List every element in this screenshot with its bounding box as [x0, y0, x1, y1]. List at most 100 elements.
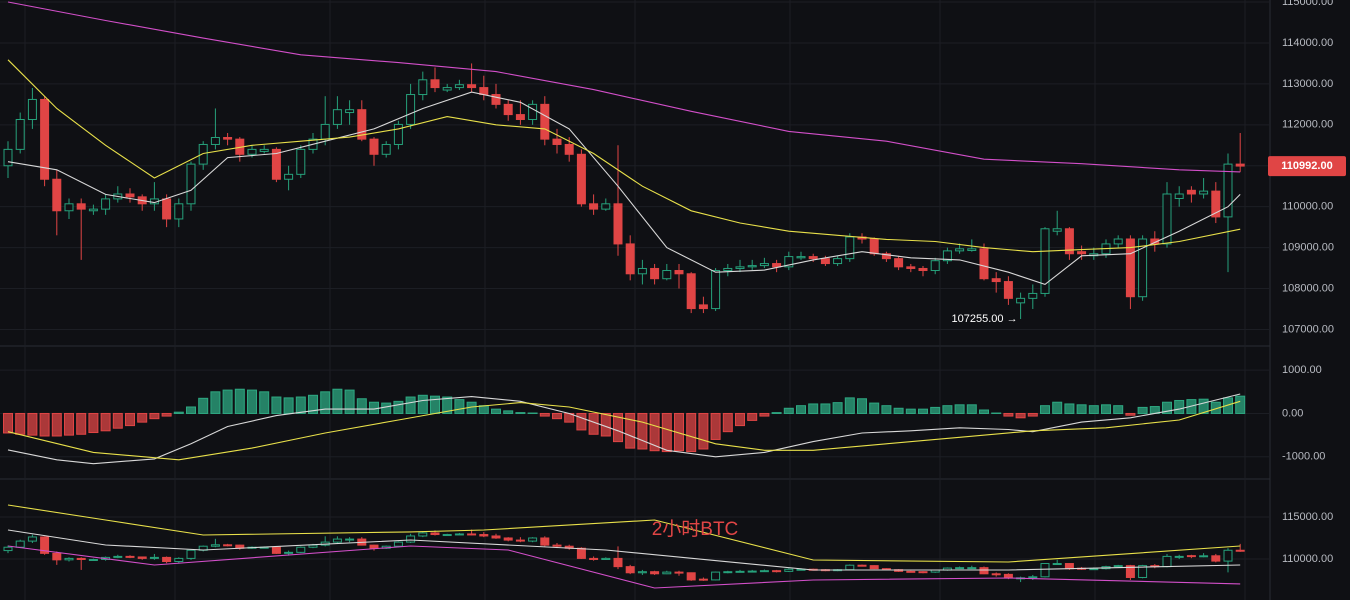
candle-body — [186, 163, 196, 205]
histogram-bar — [930, 406, 941, 414]
histogram-bar — [1064, 403, 1075, 414]
candle-body — [613, 557, 623, 568]
candle-body — [393, 123, 403, 145]
candle-body — [76, 557, 86, 560]
candle-body — [528, 537, 538, 542]
candle-body — [442, 87, 452, 91]
candle-body — [918, 571, 928, 574]
y-tick-label: 109000.00 — [1282, 242, 1334, 254]
histogram-bar — [503, 410, 514, 414]
low-annotation: 107255.00 → — [952, 313, 1018, 325]
candle-body — [552, 138, 562, 145]
histogram-bar — [259, 391, 270, 414]
candle-body — [735, 266, 745, 269]
candle-body — [345, 538, 355, 541]
candle-body — [186, 549, 196, 559]
candle-body — [381, 143, 391, 155]
candle-body — [625, 566, 635, 574]
histogram-bar — [869, 402, 880, 414]
candle-body — [1052, 228, 1062, 232]
histogram-bar — [661, 412, 672, 453]
candle-body — [955, 248, 965, 252]
histogram-bar — [15, 412, 26, 435]
histogram-bar — [51, 412, 62, 437]
candle-body — [247, 148, 257, 155]
watermark: 2小时BTC — [652, 518, 739, 540]
histogram-bar — [820, 403, 831, 414]
histogram-bar — [881, 405, 892, 414]
candle-body — [1162, 193, 1172, 245]
histogram-bar — [1113, 405, 1124, 414]
candle-body — [747, 570, 757, 573]
candle-body — [430, 532, 440, 536]
histogram-bar — [893, 407, 904, 414]
candle-body — [723, 267, 733, 272]
candle-body — [735, 570, 745, 573]
candle-body — [942, 250, 952, 262]
histogram-bar — [1003, 412, 1014, 417]
histogram-bar — [808, 403, 819, 414]
histogram-bar — [905, 408, 916, 414]
candle-body — [808, 256, 818, 260]
histogram-bar — [271, 396, 282, 414]
candle-body — [467, 84, 477, 89]
candle-body — [296, 148, 306, 175]
histogram-bar — [1198, 398, 1209, 414]
candle-body — [491, 535, 501, 539]
candle-body — [479, 534, 489, 537]
indicator-line — [7, 1, 1241, 173]
candle-body — [1064, 563, 1074, 570]
histogram-bar — [1137, 406, 1148, 414]
candle-body — [1223, 163, 1233, 218]
candle-body — [1125, 238, 1135, 298]
candle-body — [1211, 555, 1221, 562]
histogram-bar — [759, 412, 770, 417]
candle-body — [174, 203, 184, 220]
candle-body — [162, 556, 172, 563]
histogram-bar — [491, 408, 501, 414]
candle-body — [1138, 565, 1148, 578]
candle-body — [15, 540, 25, 548]
candle-body — [1016, 297, 1026, 304]
histogram-bar — [381, 402, 392, 414]
candle-body — [1186, 189, 1196, 195]
candle-body — [40, 98, 50, 180]
histogram-bar — [39, 412, 50, 437]
histogram-bar — [454, 399, 465, 414]
candle-body — [540, 537, 550, 546]
candle-body — [332, 538, 342, 543]
histogram-bar — [1052, 401, 1063, 414]
histogram-bar — [186, 406, 196, 414]
candle-body — [503, 537, 513, 541]
candle-body — [27, 536, 37, 542]
y-tick-label: 0.00 — [1282, 407, 1303, 419]
histogram-bar — [515, 412, 526, 414]
candle-body — [1235, 163, 1245, 167]
histogram-bar — [417, 394, 428, 414]
candle-body — [1040, 563, 1050, 578]
candle-body — [418, 79, 428, 96]
y-tick-label: 1000.00 — [1282, 364, 1322, 376]
candle-body — [711, 270, 721, 310]
candle-body — [589, 557, 599, 560]
candle-body — [454, 84, 464, 89]
candle-body — [1077, 251, 1087, 255]
histogram-bar — [112, 412, 123, 429]
candle-body — [869, 238, 879, 255]
candle-body — [637, 267, 647, 275]
candle-body — [308, 544, 318, 548]
candle-body — [759, 263, 769, 267]
y-tick-label: 108000.00 — [1282, 282, 1334, 294]
candle-body — [1235, 549, 1245, 552]
candle-body — [15, 119, 25, 150]
candle-body — [857, 564, 867, 567]
candle-body — [369, 138, 379, 155]
candle-body — [772, 570, 782, 573]
candle-body — [467, 533, 477, 536]
histogram-bar — [710, 412, 721, 440]
candle-body — [3, 546, 13, 552]
candle-body — [662, 571, 672, 575]
candle-body — [540, 103, 550, 140]
candle-body — [210, 137, 220, 145]
